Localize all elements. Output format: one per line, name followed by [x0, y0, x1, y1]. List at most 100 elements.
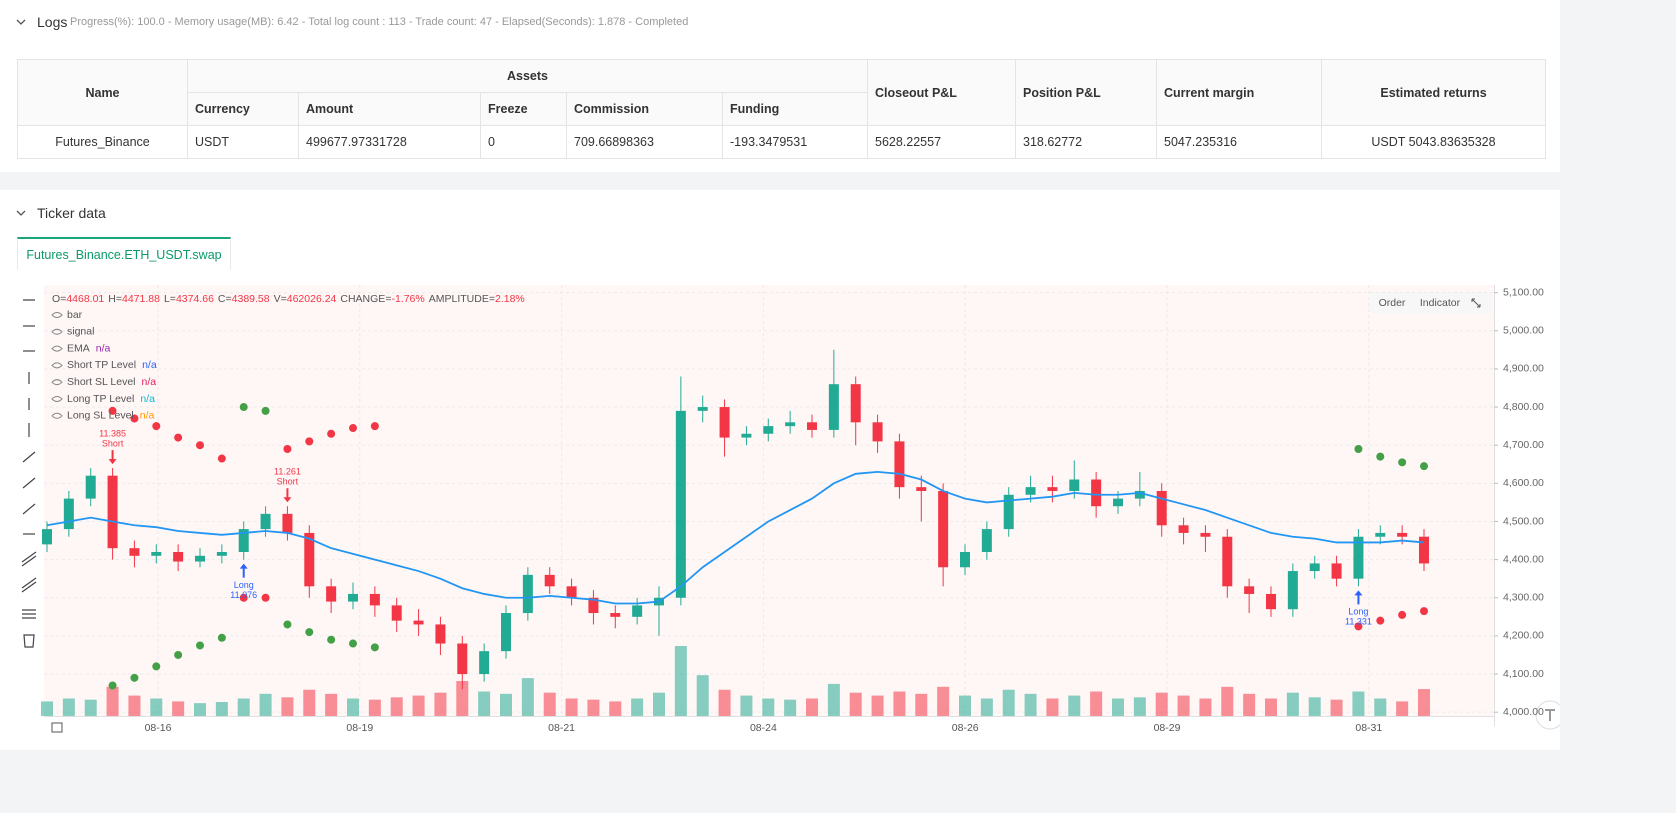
level-dot — [196, 441, 204, 450]
ohlc-value: 462026.24 — [287, 293, 337, 305]
ohlc-label: AMPLITUDE= — [429, 293, 495, 305]
candle-body — [1178, 525, 1189, 533]
candle-body — [1156, 490, 1167, 526]
y-tick-label: 4,500.00 — [1503, 515, 1544, 527]
signal-side: Short — [102, 438, 124, 448]
candle-body — [719, 407, 730, 438]
level-dot — [130, 414, 139, 423]
symbol-tab[interactable]: Futures_Binance.ETH_USDT.swap — [17, 237, 231, 270]
volume-bar — [1308, 697, 1321, 716]
ohlc-label: H= — [108, 293, 122, 305]
level-dot — [1420, 462, 1428, 471]
signal-price: 11.076 — [230, 590, 257, 600]
candle-body — [1331, 563, 1342, 579]
y-tick-label: 4,900.00 — [1503, 363, 1544, 375]
volume-bar — [259, 693, 272, 716]
volume-bar — [806, 698, 818, 716]
collapse-icon[interactable] — [16, 17, 26, 27]
candle-body — [457, 643, 468, 675]
level-dot — [305, 628, 314, 637]
volume-bar — [237, 698, 250, 716]
candle-body — [916, 487, 927, 491]
legend-item: Short TP Level — [67, 359, 136, 371]
fullscreen-icon[interactable] — [1471, 298, 1481, 308]
signal-side: Long — [234, 580, 254, 590]
level-dot — [1420, 607, 1428, 616]
header: Currency — [187, 92, 299, 126]
candle-body — [1113, 498, 1123, 507]
visibility-icon[interactable] — [51, 362, 63, 369]
x-tick-label: 08-29 — [1154, 722, 1181, 734]
indicator-button[interactable]: Indicator — [1420, 297, 1461, 309]
visibility-icon[interactable] — [51, 396, 63, 402]
collapse-icon[interactable] — [16, 208, 26, 218]
candle-body — [807, 422, 817, 430]
x-tick-label: 08-24 — [750, 722, 777, 734]
logs-panel: Logs Progress(%): 100.0 - Memory usage(M… — [0, 0, 1560, 172]
visibility-icon[interactable] — [51, 328, 63, 335]
drawing-toolbar[interactable] — [21, 299, 37, 648]
ohlc-value: 4374.66 — [176, 293, 214, 305]
volume-bar — [740, 695, 753, 716]
scroll-icon — [1545, 709, 1555, 721]
volume-bar — [62, 698, 75, 716]
y-tick-label: 5,100.00 — [1503, 286, 1544, 298]
visibility-icon[interactable] — [51, 379, 63, 386]
legend-status: n/a — [142, 376, 157, 388]
volume-bar — [1177, 695, 1190, 716]
volume-bar — [150, 698, 163, 716]
x-tick-label: 08-16 — [145, 722, 172, 734]
signal-price: 11.261 — [274, 467, 301, 477]
volume-bar — [106, 686, 119, 716]
candle-body — [1353, 536, 1364, 579]
volume-bar — [543, 692, 556, 716]
candle-body — [850, 384, 861, 423]
candle-body — [85, 475, 96, 499]
volume-bar — [1330, 699, 1343, 716]
candle-body — [1397, 532, 1408, 537]
short-arrow — [283, 488, 292, 503]
y-tick-label: 5,000.00 — [1503, 325, 1544, 337]
candle-body — [785, 422, 796, 427]
calendar-icon[interactable] — [51, 722, 63, 733]
legend-item: signal — [67, 326, 94, 338]
candle-body — [763, 426, 774, 434]
candle-body — [872, 422, 883, 442]
x-tick-label: 08-31 — [1355, 722, 1382, 734]
candle-body — [173, 551, 184, 562]
level-dot — [349, 639, 357, 648]
candle-body — [238, 529, 249, 552]
candle-body — [369, 593, 380, 606]
legend-item: bar — [67, 309, 83, 321]
candle-body — [1200, 532, 1211, 537]
volume-bar — [1199, 698, 1212, 716]
volume-bar — [1374, 698, 1387, 716]
visibility-icon[interactable] — [51, 412, 63, 419]
legend-status: n/a — [142, 359, 157, 371]
long-arrow — [239, 563, 248, 578]
volume-bar — [521, 678, 534, 716]
scroll-button[interactable] — [1535, 700, 1560, 730]
level-dot — [1398, 458, 1407, 467]
candle-body — [260, 513, 271, 530]
volume-bar — [412, 695, 425, 716]
volume-bar — [41, 701, 53, 716]
visibility-icon[interactable] — [51, 312, 63, 318]
level-dot — [327, 635, 336, 644]
candle-body — [522, 574, 533, 614]
level-dot — [261, 593, 270, 602]
candle-body — [566, 586, 577, 598]
level-dot — [305, 437, 314, 446]
volume-bar — [609, 701, 622, 716]
visibility-icon[interactable] — [51, 345, 63, 352]
y-tick-label: 4,100.00 — [1503, 668, 1544, 680]
axis-line — [1494, 285, 1495, 726]
candle-body — [960, 551, 970, 568]
volume-bar — [1046, 698, 1059, 716]
candle-body — [1419, 536, 1429, 564]
level-dot — [108, 406, 117, 415]
order-button[interactable]: Order — [1379, 297, 1406, 309]
volume-bar — [849, 692, 862, 716]
header: Current margin — [1156, 59, 1322, 126]
legend-status: n/a — [140, 410, 155, 422]
